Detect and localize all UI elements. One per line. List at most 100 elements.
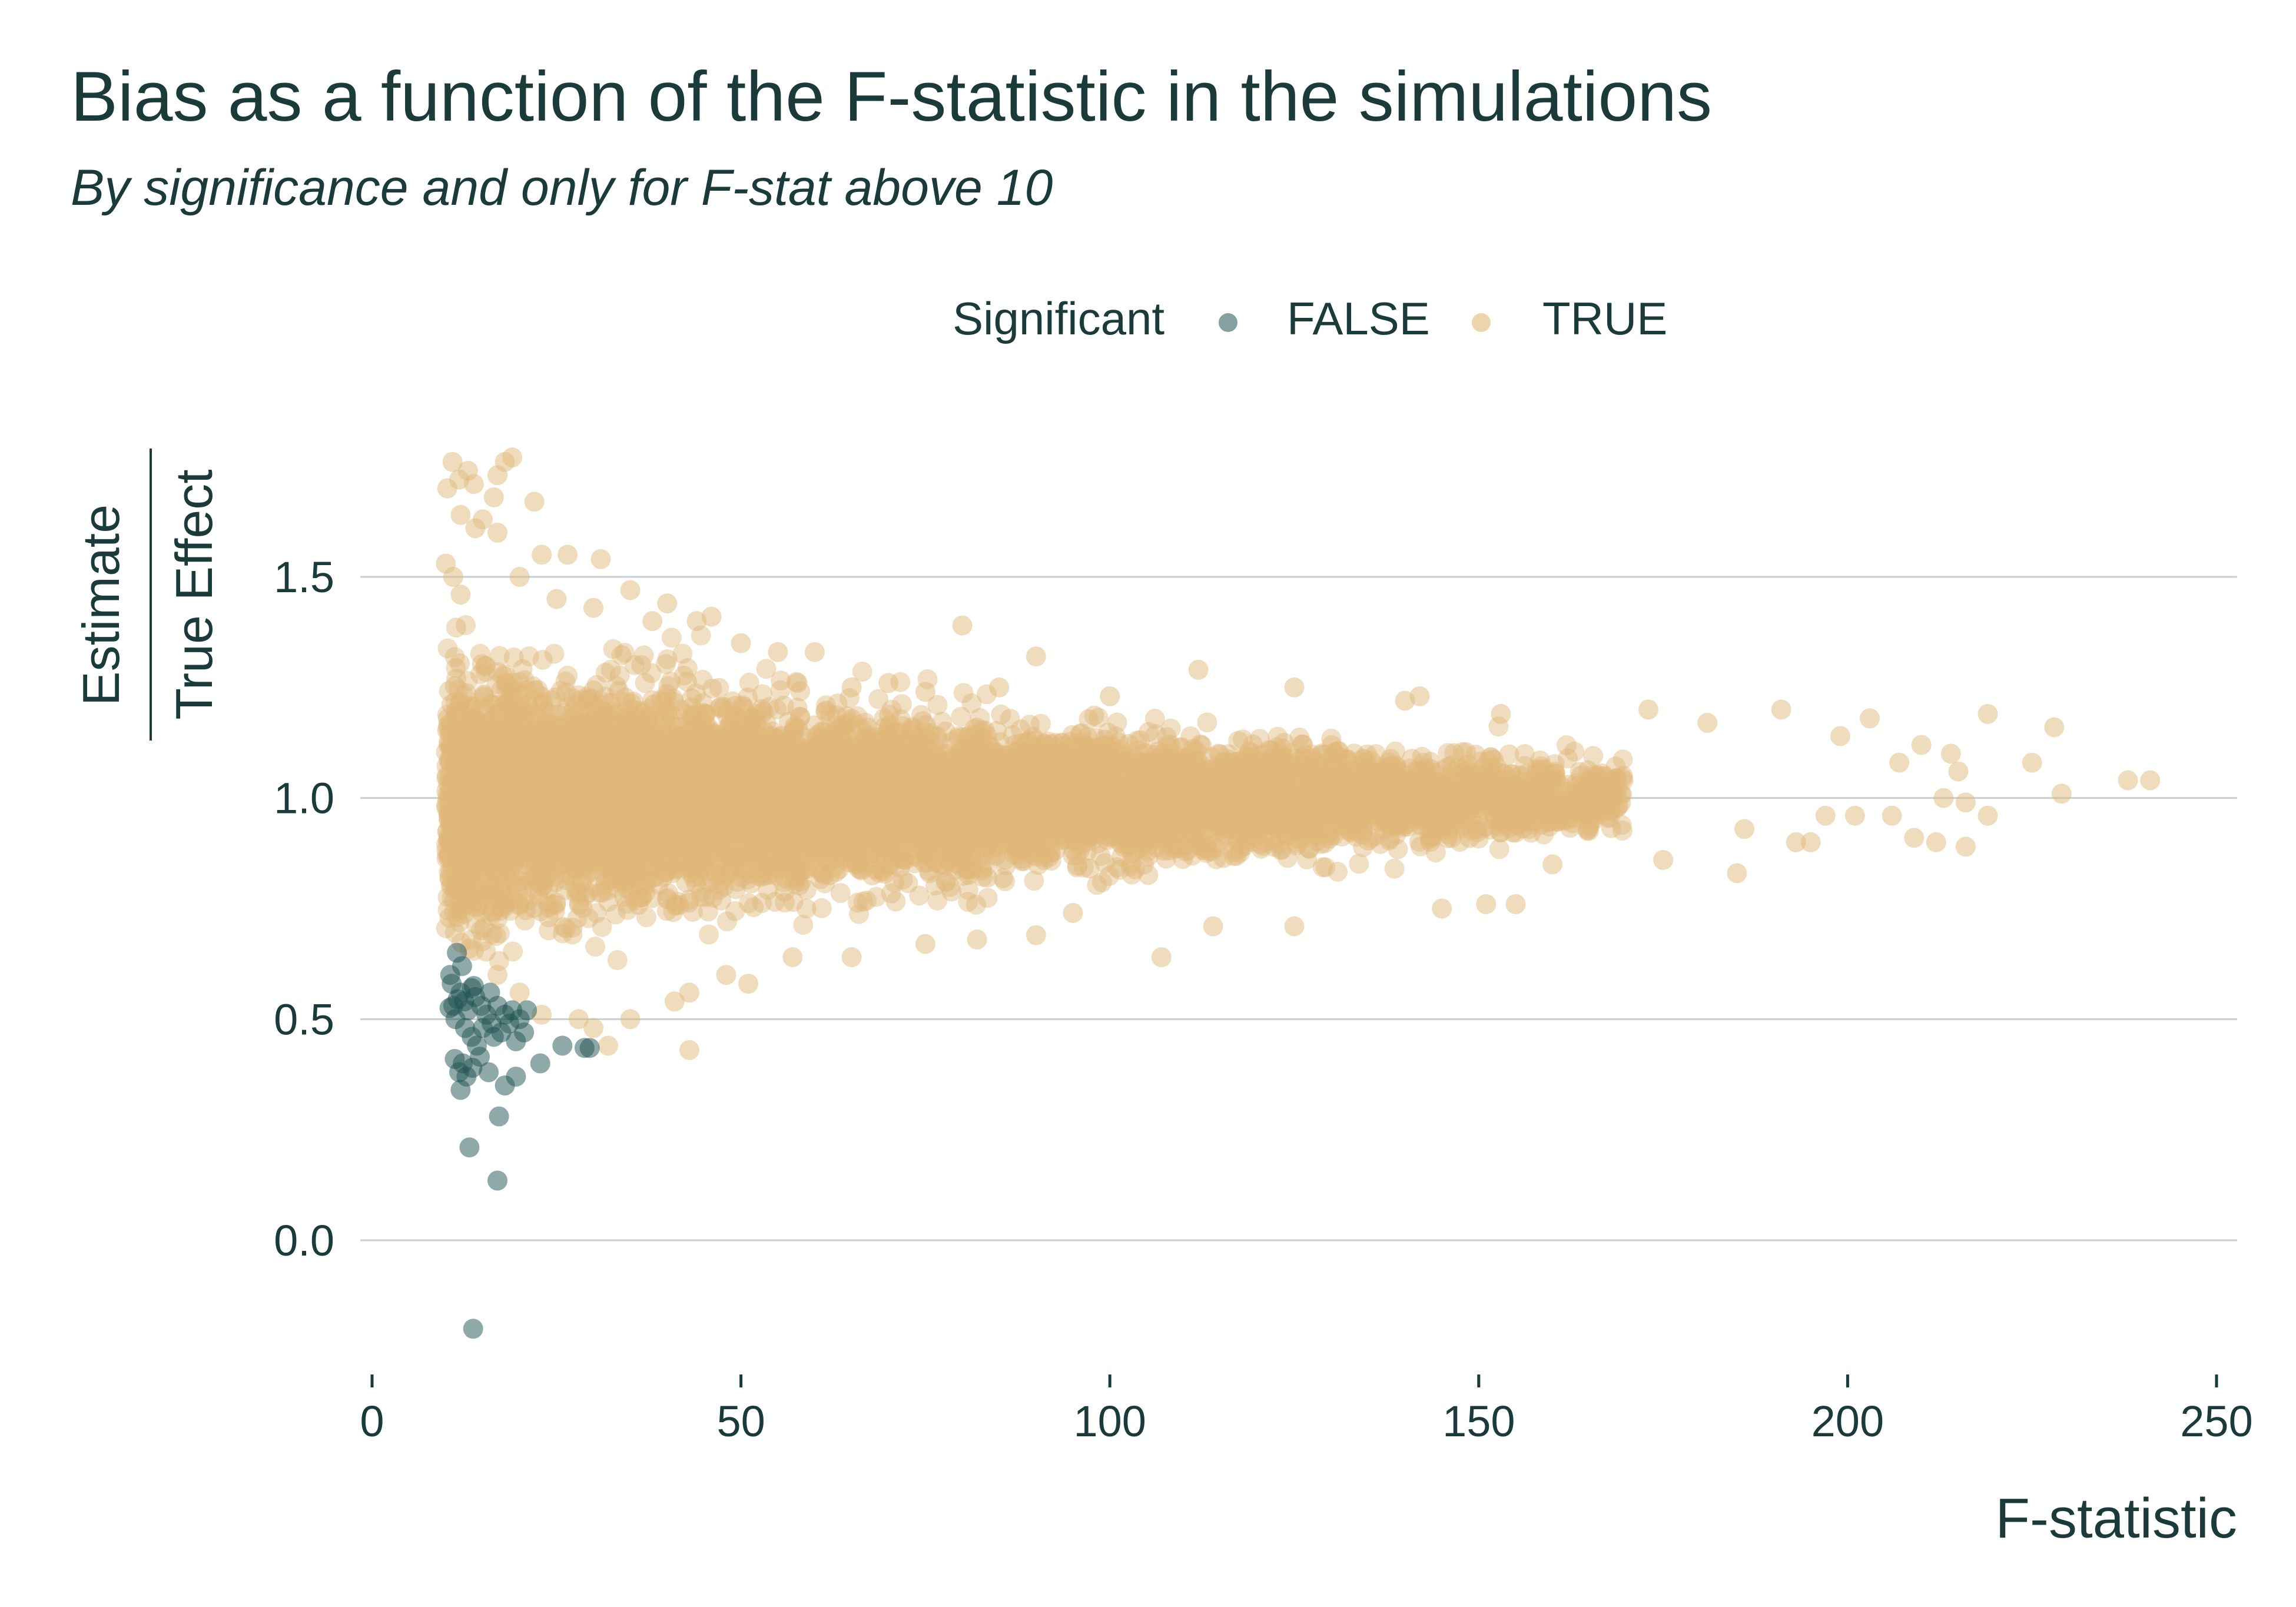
scatter-point-true bbox=[599, 855, 619, 876]
scatter-point-true bbox=[464, 767, 485, 788]
scatter-point-true bbox=[948, 728, 968, 749]
scatter-point-true bbox=[569, 720, 590, 741]
scatter-point-true bbox=[495, 694, 516, 715]
scatter-point-true bbox=[1157, 772, 1177, 792]
scatter-point-true bbox=[470, 643, 490, 664]
scatter-point-true bbox=[1067, 857, 1087, 878]
scatter-point-true bbox=[1192, 735, 1212, 756]
scatter-point-true bbox=[694, 738, 714, 758]
scatter-point-true bbox=[724, 738, 744, 759]
scatter-point-true bbox=[887, 819, 907, 839]
scatter-point-true bbox=[1242, 832, 1262, 852]
scatter-point-true bbox=[953, 683, 974, 703]
scatter-point-true bbox=[1601, 799, 1621, 820]
scatter-point-true bbox=[1142, 785, 1163, 806]
scatter-point-true bbox=[1248, 769, 1269, 789]
scatter-point-true bbox=[609, 743, 630, 763]
scatter-point-true bbox=[801, 787, 822, 808]
scatter-point-true bbox=[1289, 786, 1309, 806]
scatter-point-true bbox=[664, 779, 684, 800]
scatter-point-true bbox=[1325, 807, 1346, 828]
scatter-point-true bbox=[1459, 778, 1480, 798]
scatter-point-true bbox=[1546, 791, 1567, 811]
scatter-point-true bbox=[493, 741, 513, 761]
scatter-point-true bbox=[930, 796, 950, 816]
scatter-point-true bbox=[457, 835, 477, 856]
scatter-point-true bbox=[1597, 782, 1618, 802]
x-tick-label: 200 bbox=[1811, 1397, 1884, 1446]
scatter-point-true bbox=[903, 779, 924, 800]
scatter-point-true bbox=[1393, 808, 1414, 828]
scatter-point-true bbox=[727, 872, 748, 892]
scatter-point-true bbox=[1299, 770, 1319, 791]
scatter-point-true bbox=[798, 750, 819, 771]
scatter-point-true bbox=[854, 791, 875, 812]
scatter-point-true bbox=[837, 712, 858, 732]
scatter-point-true bbox=[1307, 806, 1328, 826]
scatter-point-true bbox=[1013, 851, 1034, 872]
scatter-point-true bbox=[521, 818, 542, 838]
scatter-point-true bbox=[614, 886, 634, 907]
scatter-point-true bbox=[1538, 779, 1559, 799]
scatter-point-true bbox=[516, 865, 537, 886]
scatter-point-true bbox=[658, 745, 678, 766]
scatter-point-true bbox=[884, 816, 905, 836]
scatter-point-true bbox=[788, 806, 808, 826]
scatter-point-true bbox=[1287, 800, 1308, 821]
scatter-point-true bbox=[620, 711, 641, 732]
scatter-point-true bbox=[1109, 732, 1129, 753]
scatter-point-true bbox=[1197, 838, 1217, 859]
scatter-point-true bbox=[1450, 800, 1471, 821]
scatter-point-true bbox=[1310, 754, 1331, 774]
scatter-point-true bbox=[1044, 811, 1064, 831]
scatter-point-true bbox=[475, 741, 495, 761]
scatter-point-true bbox=[444, 889, 464, 910]
scatter-point-true bbox=[935, 815, 956, 836]
scatter-point-true bbox=[1512, 778, 1532, 799]
scatter-point-true bbox=[510, 835, 531, 856]
scatter-point-true bbox=[572, 793, 592, 814]
scatter-point-true bbox=[1202, 795, 1222, 815]
scatter-point-true bbox=[834, 784, 854, 805]
scatter-point-true bbox=[593, 782, 613, 803]
scatter-point-true bbox=[502, 736, 522, 757]
scatter-point-true bbox=[932, 784, 953, 805]
scatter-point-true bbox=[523, 831, 543, 852]
scatter-point-true bbox=[1159, 792, 1179, 813]
scatter-point-true bbox=[495, 819, 515, 839]
scatter-point-true bbox=[672, 643, 693, 664]
scatter-point-true bbox=[436, 795, 456, 815]
scatter-point-true bbox=[681, 775, 702, 795]
scatter-point-true bbox=[857, 890, 877, 911]
scatter-point-true bbox=[1505, 798, 1526, 818]
scatter-point-true bbox=[592, 765, 613, 785]
scatter-point-true bbox=[1514, 803, 1535, 824]
scatter-point-true bbox=[1082, 783, 1103, 804]
scatter-point-true bbox=[1010, 784, 1030, 805]
scatter-point-true bbox=[668, 786, 688, 807]
scatter-point-true bbox=[555, 767, 575, 788]
scatter-point-true bbox=[741, 822, 762, 842]
scatter-point-true bbox=[956, 762, 977, 783]
scatter-point-true bbox=[611, 745, 631, 766]
scatter-point-true bbox=[1470, 788, 1491, 808]
scatter-point-true bbox=[615, 758, 636, 778]
scatter-point-true bbox=[1058, 768, 1079, 788]
scatter-point-true bbox=[1384, 858, 1405, 879]
scatter-point-true bbox=[962, 743, 983, 763]
scatter-point-true bbox=[859, 782, 880, 802]
scatter-point-true bbox=[929, 731, 950, 751]
scatter-point-true bbox=[1124, 790, 1144, 811]
scatter-point-true bbox=[607, 837, 628, 858]
scatter-point-true bbox=[567, 741, 588, 762]
scatter-point-true bbox=[837, 765, 858, 785]
scatter-point-true bbox=[586, 849, 606, 869]
scatter-point-true bbox=[754, 808, 774, 828]
scatter-point-true bbox=[694, 736, 715, 756]
scatter-point-true bbox=[550, 801, 571, 822]
scatter-point-true bbox=[530, 864, 551, 884]
scatter-point-true bbox=[743, 826, 764, 847]
scatter-point-true bbox=[599, 821, 620, 841]
scatter-point-true bbox=[855, 768, 876, 788]
scatter-point-true bbox=[1036, 809, 1057, 830]
